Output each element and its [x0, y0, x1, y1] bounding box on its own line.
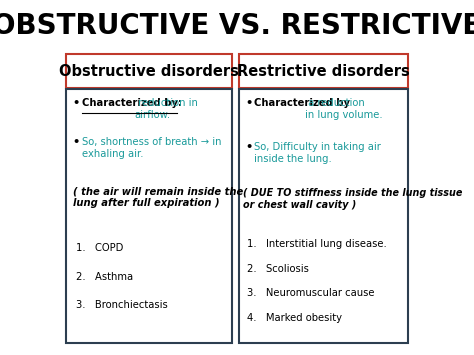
FancyBboxPatch shape: [239, 89, 408, 343]
Text: Characterized by:: Characterized by:: [82, 98, 182, 108]
Text: So, Difficulty in taking air
inside the lung.: So, Difficulty in taking air inside the …: [254, 142, 381, 164]
Text: Restrictive disorders: Restrictive disorders: [237, 64, 410, 78]
FancyBboxPatch shape: [239, 54, 408, 88]
Text: •: •: [246, 142, 253, 152]
Text: Characterized by: Characterized by: [254, 98, 350, 108]
Text: 2.   Asthma: 2. Asthma: [76, 272, 134, 282]
Text: reduction in
airflow.: reduction in airflow.: [135, 98, 198, 120]
FancyBboxPatch shape: [66, 54, 232, 88]
Text: •: •: [246, 98, 253, 108]
Text: •: •: [73, 137, 80, 147]
FancyBboxPatch shape: [66, 89, 232, 343]
Text: So, shortness of breath → in
exhaling air.: So, shortness of breath → in exhaling ai…: [82, 137, 221, 159]
Text: ( DUE TO stiffness inside the lung tissue
or chest wall cavity ): ( DUE TO stiffness inside the lung tissu…: [243, 188, 463, 210]
Text: a reduction
in lung volume.: a reduction in lung volume.: [305, 98, 383, 120]
Text: 1.   Interstitial lung disease.: 1. Interstitial lung disease.: [247, 239, 386, 249]
Text: 1.   COPD: 1. COPD: [76, 243, 124, 253]
Text: 4.   Marked obesity: 4. Marked obesity: [247, 313, 342, 323]
Text: •: •: [73, 98, 80, 108]
Text: OBSTRUCTIVE VS. RESTRICTIVE: OBSTRUCTIVE VS. RESTRICTIVE: [0, 12, 474, 40]
Text: 3.   Bronchiectasis: 3. Bronchiectasis: [76, 300, 168, 310]
Text: 2.   Scoliosis: 2. Scoliosis: [247, 264, 309, 274]
Text: ( the air will remain inside the
lung after full expiration ): ( the air will remain inside the lung af…: [73, 186, 243, 208]
Text: 3.   Neuromuscular cause: 3. Neuromuscular cause: [247, 289, 374, 299]
Text: Obstructive disorders: Obstructive disorders: [59, 64, 239, 78]
